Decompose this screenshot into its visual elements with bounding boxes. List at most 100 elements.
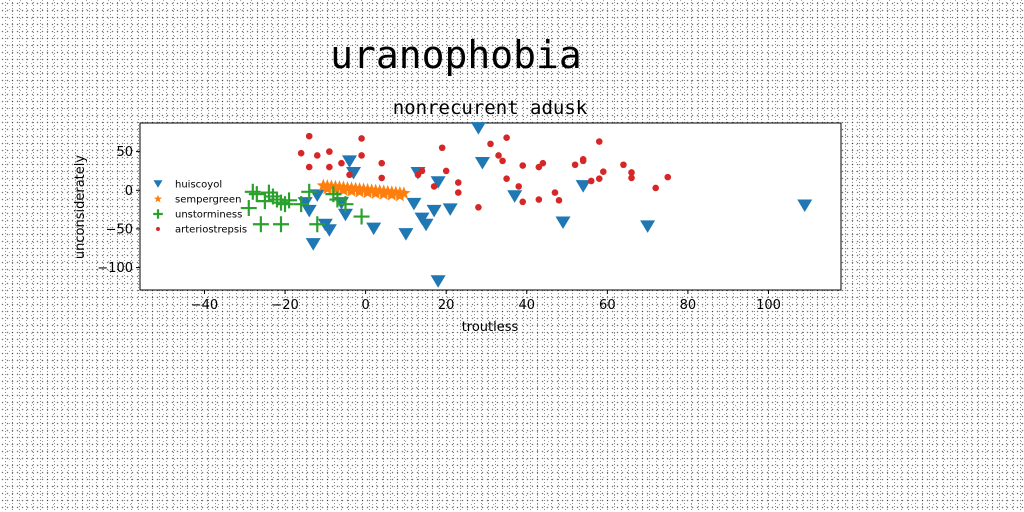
legend-marker <box>156 227 160 231</box>
data-marks <box>240 122 813 288</box>
data-point <box>454 189 462 196</box>
axes-title: nonrecurent adusk <box>393 97 588 119</box>
x-tick-label: −20 <box>271 298 298 313</box>
data-point <box>430 275 446 288</box>
data-point <box>628 174 635 182</box>
data-point <box>369 186 383 200</box>
legend-label: unstorminess <box>175 210 242 221</box>
data-point <box>414 171 422 179</box>
legend-label: sempergreen <box>175 195 241 206</box>
data-point <box>293 196 310 213</box>
data-point <box>398 228 414 241</box>
data-point <box>438 144 446 152</box>
data-point <box>260 184 277 201</box>
data-point <box>628 169 635 176</box>
legend-label: arteriostrepsis <box>175 225 247 236</box>
series-sempergreen <box>316 178 411 202</box>
data-point <box>309 216 326 233</box>
data-point <box>385 187 399 201</box>
data-point <box>475 203 482 211</box>
y-tick-label: 0 <box>125 184 133 199</box>
data-point <box>305 238 321 251</box>
y-tick-label: 50 <box>116 145 133 160</box>
data-point <box>352 184 367 198</box>
x-tick-label: −40 <box>191 298 218 313</box>
x-tick-label: 80 <box>680 298 697 313</box>
legend-item: sempergreen <box>154 195 241 206</box>
data-point <box>442 167 450 175</box>
data-point <box>535 196 543 203</box>
data-point <box>320 181 334 195</box>
legend-item: huiscoyol <box>153 180 222 191</box>
legend-label: huiscoyol <box>175 180 222 191</box>
plot-area <box>139 122 842 291</box>
data-point <box>337 208 353 222</box>
data-point <box>264 188 281 205</box>
data-point <box>240 200 257 217</box>
x-tick-label: 0 <box>361 298 369 313</box>
figure-suptitle: uranophobia <box>330 33 582 77</box>
data-point <box>499 157 506 165</box>
data-point <box>595 138 603 145</box>
data-point <box>301 204 317 218</box>
data-point <box>358 135 365 142</box>
data-point <box>305 163 313 171</box>
data-point <box>555 216 571 229</box>
data-point <box>358 152 365 159</box>
data-point <box>515 183 523 190</box>
x-axis-label: troutless <box>462 320 519 335</box>
data-point <box>326 163 333 171</box>
data-point <box>326 148 333 155</box>
y-axis-label: unconsiderately <box>73 155 88 259</box>
data-point <box>281 192 298 209</box>
data-point <box>256 193 273 210</box>
y-axis: 50 0 −50 −100 <box>97 145 140 276</box>
data-point <box>442 203 458 216</box>
data-point <box>329 191 346 208</box>
data-point <box>620 161 627 169</box>
data-point <box>360 185 375 199</box>
data-point <box>487 140 494 148</box>
data-point <box>587 177 595 185</box>
data-point <box>378 159 386 167</box>
data-point <box>575 180 591 193</box>
data-point <box>244 183 261 200</box>
data-point <box>248 186 265 203</box>
data-point <box>539 159 547 167</box>
legend-item: unstorminess <box>153 209 242 221</box>
data-point <box>600 168 607 176</box>
data-point <box>344 184 359 197</box>
data-point <box>301 183 318 200</box>
data-point <box>305 132 313 140</box>
data-point <box>297 149 305 157</box>
data-point <box>277 196 294 213</box>
data-point <box>640 220 656 233</box>
x-axis: −40 −20 0 20 40 60 80 100 <box>191 290 781 313</box>
data-point <box>503 134 510 141</box>
data-point <box>313 152 321 159</box>
series-unstorminess <box>240 183 370 233</box>
data-point <box>377 187 391 200</box>
data-point <box>579 156 587 163</box>
data-point <box>555 197 563 204</box>
data-point <box>430 183 438 190</box>
data-point <box>507 190 523 203</box>
data-point <box>273 194 290 211</box>
data-point <box>519 162 527 169</box>
data-point <box>397 186 411 200</box>
x-tick-label: 100 <box>756 298 781 313</box>
data-point <box>495 152 502 159</box>
y-tick-label: −100 <box>97 261 133 276</box>
data-point <box>337 196 354 213</box>
data-point <box>328 182 343 196</box>
data-point <box>393 188 407 202</box>
data-point <box>338 159 345 167</box>
data-point <box>378 174 386 182</box>
data-point <box>470 122 486 135</box>
data-point <box>430 176 446 189</box>
data-point <box>797 199 813 212</box>
legend-marker <box>154 194 162 203</box>
data-point <box>336 183 351 196</box>
x-tick-label: 40 <box>518 298 535 313</box>
